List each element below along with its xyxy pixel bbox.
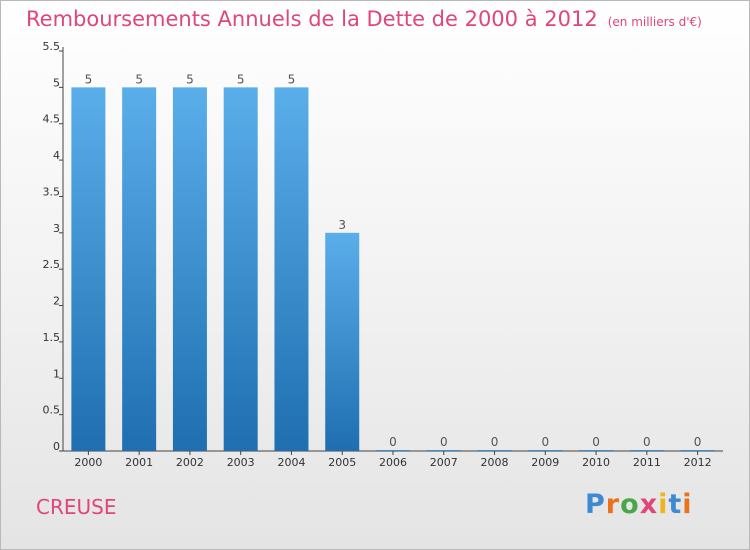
x-tick-label: 2011 <box>633 456 661 469</box>
logo-letter: o <box>620 489 640 520</box>
bar <box>426 450 461 451</box>
y-tick-label: 5.5 <box>43 40 61 53</box>
x-tick-label: 2012 <box>684 456 712 469</box>
x-tick-label: 2006 <box>379 456 407 469</box>
bar-value-label: 5 <box>135 72 143 86</box>
bar <box>629 450 664 451</box>
y-tick-label: 0 <box>53 440 60 453</box>
x-tick-label: 2000 <box>74 456 102 469</box>
chart-title: Remboursements Annuels de la Dette de 20… <box>26 7 702 31</box>
bar <box>274 87 309 451</box>
logo-letter: x <box>639 489 659 520</box>
x-tick-label: 2001 <box>125 456 153 469</box>
bar <box>172 87 207 451</box>
x-tick-label: 2004 <box>277 456 305 469</box>
bar-value-label: 5 <box>288 72 296 86</box>
chart-title-text: Remboursements Annuels de la Dette de 20… <box>26 7 598 31</box>
bar <box>528 450 563 451</box>
x-tick-label: 2009 <box>531 456 559 469</box>
logo-letter: P <box>585 489 606 520</box>
chart-unit: (en milliers d'€) <box>607 15 702 29</box>
bar <box>223 87 258 451</box>
bar <box>71 87 106 451</box>
y-tick-label: 2.5 <box>43 258 61 271</box>
bar <box>122 87 157 451</box>
y-tick-label: 3 <box>53 222 60 235</box>
region-name: CREUSE <box>36 495 117 519</box>
bar-value-label: 0 <box>389 435 397 449</box>
y-tick-label: 0.5 <box>43 404 61 417</box>
x-tick-label: 2008 <box>481 456 509 469</box>
bar <box>325 232 360 451</box>
x-tick-label: 2003 <box>227 456 255 469</box>
proxiti-logo[interactable]: Proxiti <box>585 489 693 520</box>
x-tick-label: 2010 <box>582 456 610 469</box>
y-tick-label: 5 <box>53 76 60 89</box>
y-tick-label: 4.5 <box>43 113 61 126</box>
bar <box>579 450 614 451</box>
logo-letter: t <box>668 489 683 520</box>
bar <box>680 450 715 451</box>
logo-letter: i <box>682 489 693 520</box>
x-tick-label: 2002 <box>176 456 204 469</box>
bar-value-label: 5 <box>237 72 245 86</box>
y-tick-label: 1 <box>53 367 60 380</box>
bar <box>376 450 410 451</box>
bar-value-label: 0 <box>694 435 702 449</box>
bar-value-label: 3 <box>338 218 346 232</box>
y-tick-label: 3.5 <box>43 185 61 198</box>
bar <box>477 450 512 451</box>
logo-letter: i <box>658 489 669 520</box>
bar-value-label: 0 <box>440 435 448 449</box>
logo-letter: r <box>605 489 621 520</box>
y-tick-label: 4 <box>53 149 60 162</box>
bar-value-label: 0 <box>541 435 549 449</box>
bar-value-label: 0 <box>491 435 499 449</box>
x-tick-label: 2005 <box>328 456 356 469</box>
bar-value-label: 5 <box>186 72 194 86</box>
bar-value-label: 0 <box>592 435 600 449</box>
y-tick-label: 2 <box>53 295 60 308</box>
y-tick-label: 1.5 <box>43 331 61 344</box>
bar-value-label: 0 <box>643 435 651 449</box>
x-tick-label: 2007 <box>430 456 458 469</box>
bar-value-label: 5 <box>85 72 93 86</box>
